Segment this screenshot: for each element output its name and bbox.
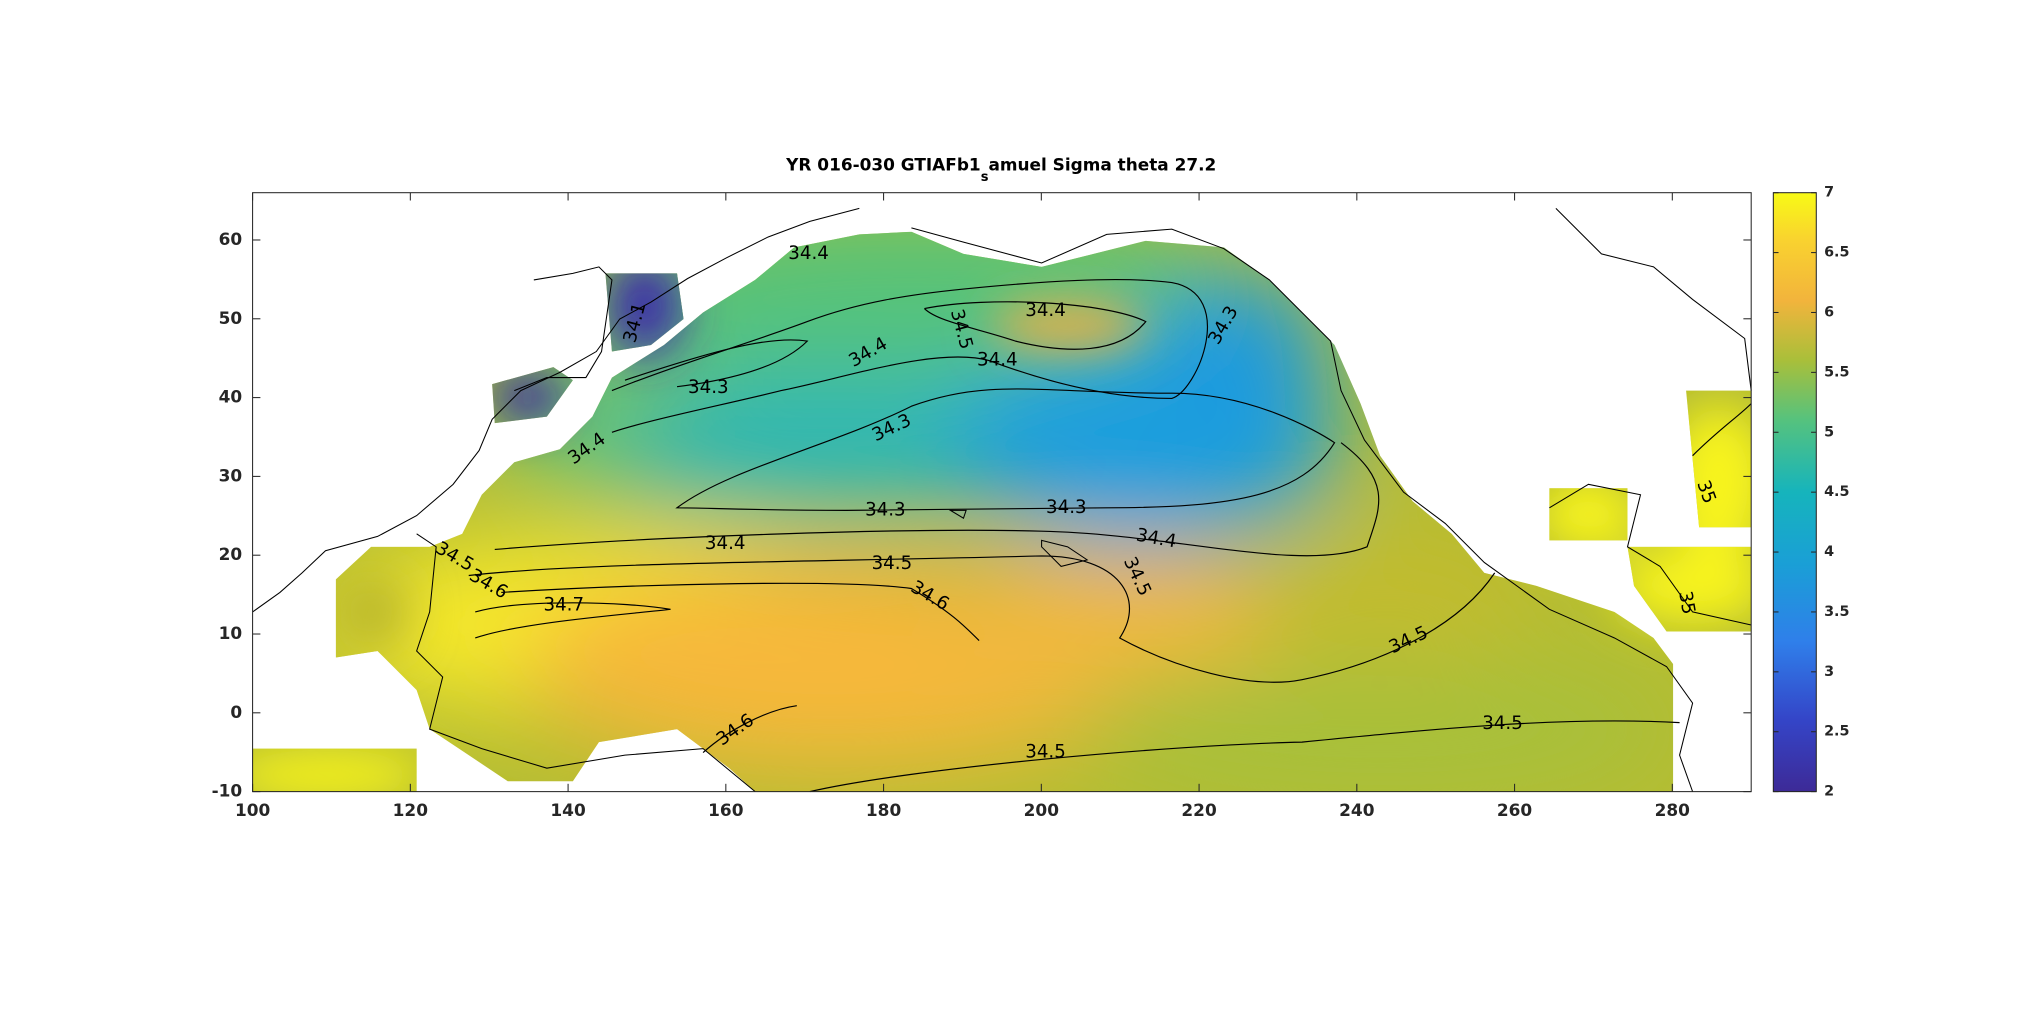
axes-box	[252, 192, 1752, 793]
contour-label-group: 34.4	[1025, 300, 1066, 321]
y-tick-label: 60	[219, 229, 243, 249]
contour-label: 34.4	[1025, 300, 1066, 321]
y-tick-label: -10	[212, 781, 243, 801]
colorbar-tick-label: 6	[1824, 304, 1834, 320]
contour-label: 34.5	[1482, 713, 1523, 734]
contour-label-group: 34.4	[705, 533, 746, 554]
x-tick-label: 220	[1181, 800, 1216, 820]
x-tick-label: 140	[550, 800, 585, 820]
colorbar-tick-label: 2.5	[1824, 724, 1849, 740]
contour-label: 34.3	[1046, 497, 1087, 518]
x-tick-label: 120	[393, 800, 428, 820]
contour-label: 35	[1674, 589, 1699, 615]
colorbar	[1772, 192, 1817, 793]
colorbar-tick-label: 3	[1824, 664, 1834, 680]
contour-label-group: 34.5	[1025, 742, 1066, 763]
contour-label: 34.5	[872, 553, 913, 574]
contour-label: 34.5	[1025, 742, 1066, 763]
contours	[468, 279, 1752, 793]
colorbar-tick-label: 2	[1824, 784, 1834, 800]
contour-label-group: 34.7	[543, 594, 584, 615]
contour-label: 34.4	[788, 243, 829, 264]
title-part: amuel Sigma theta 27.2	[988, 155, 1216, 175]
colorbar-tick-label: 5	[1824, 424, 1834, 440]
y-tick-label: 30	[219, 465, 243, 485]
contour-label-group: 34.3	[688, 377, 729, 398]
x-tick-label: 260	[1497, 800, 1532, 820]
contour-label-group: 34.4	[977, 350, 1018, 371]
contour-label: 34.7	[543, 594, 584, 615]
colorbar-tick-label: 6.5	[1824, 245, 1849, 261]
x-tick-label: 160	[708, 800, 743, 820]
title-part: YR 016-030 GTIAFb1	[785, 155, 981, 175]
y-tick-label: 40	[219, 387, 243, 407]
y-tick-label: 20	[219, 544, 243, 564]
contour-label: 34.3	[865, 499, 906, 520]
colorbar-tick-label: 4.5	[1824, 484, 1849, 500]
contour-label-group: 34.4	[788, 243, 829, 264]
contour-label-group: 34.3	[1046, 497, 1087, 518]
contour-label-group: 34.5	[1482, 713, 1523, 734]
temperature-field	[221, 231, 1752, 792]
colorbar-tick-label: 3.5	[1824, 604, 1849, 620]
colorbar-tick-label: 7	[1824, 185, 1834, 201]
x-tick-label: 180	[866, 800, 901, 820]
x-tick-label: 100	[235, 800, 270, 820]
contour-label-group: 35	[1674, 589, 1699, 615]
contour-label: 34.4	[705, 533, 746, 554]
contour-label: 34.3	[688, 377, 729, 398]
colorbar-tick-label: 4	[1824, 544, 1834, 560]
contour-label-group: 34.5	[872, 553, 913, 574]
x-tick-label: 280	[1655, 800, 1690, 820]
coastlines	[252, 207, 1752, 793]
title-subscript: s	[981, 170, 989, 185]
contour-label-group: 34.3	[865, 499, 906, 520]
contour-label: 34.4	[977, 350, 1018, 371]
y-tick-label: 50	[219, 308, 243, 328]
y-tick-label: 10	[219, 623, 243, 643]
x-tick-label: 200	[1024, 800, 1059, 820]
chart-title: YR 016-030 GTIAFb1samuel Sigma theta 27.…	[785, 155, 1216, 185]
y-tick-label: 0	[230, 702, 242, 722]
plot-area: YR 016-030 GTIAFb1samuel Sigma theta 27.…	[212, 155, 1850, 821]
colorbar-tick-label: 5.5	[1824, 364, 1849, 380]
x-tick-label: 240	[1339, 800, 1374, 820]
